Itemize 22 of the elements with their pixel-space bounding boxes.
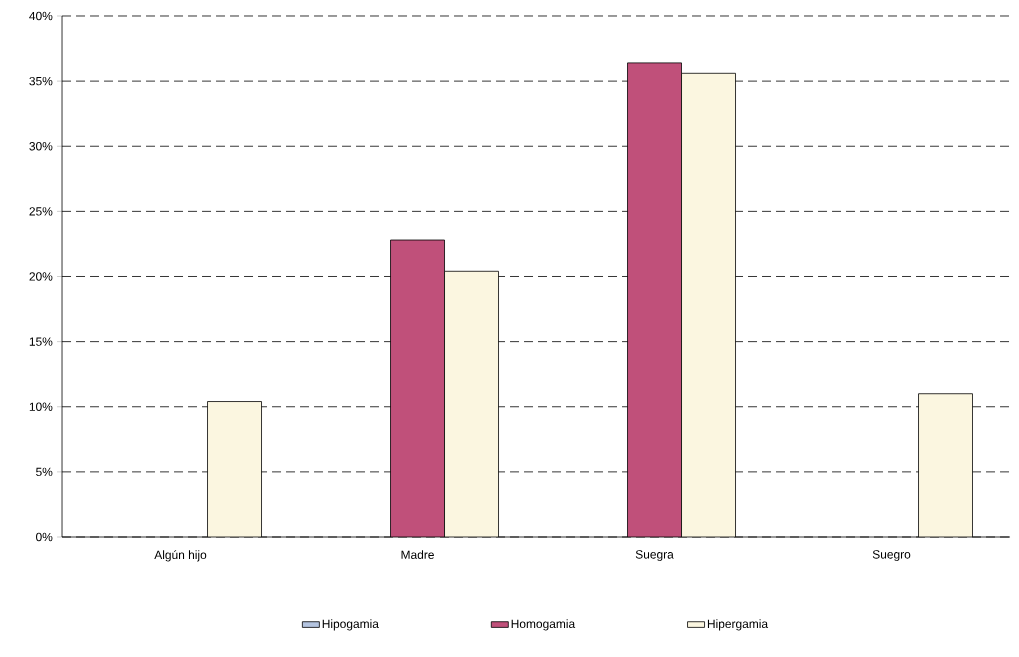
bar xyxy=(918,393,973,537)
x-tick-label: Algún hijo xyxy=(154,550,207,562)
bar xyxy=(681,73,736,537)
bar xyxy=(207,401,262,537)
y-tick-label: 25% xyxy=(29,207,53,216)
legend-label: Hipergamia xyxy=(707,619,769,631)
bar xyxy=(390,240,445,537)
bar xyxy=(444,271,499,537)
y-tick-label: 30% xyxy=(29,142,53,151)
x-tick-label: Suegra xyxy=(635,550,674,562)
x-tick-label: Suegro xyxy=(872,550,911,562)
legend-label: Hipogamia xyxy=(322,619,379,631)
y-tick-label: 0% xyxy=(36,532,53,542)
y-tick-label: 10% xyxy=(29,402,53,411)
bar xyxy=(627,62,682,537)
y-tick-label: 40% xyxy=(29,11,53,21)
y-tick-label: 5% xyxy=(36,467,53,477)
legend-label: Homogamia xyxy=(511,619,576,631)
y-tick-label: 20% xyxy=(29,272,53,281)
x-tick-label: Madre xyxy=(401,550,434,559)
y-tick-label: 35% xyxy=(29,76,53,86)
y-tick-label: 15% xyxy=(29,337,53,346)
